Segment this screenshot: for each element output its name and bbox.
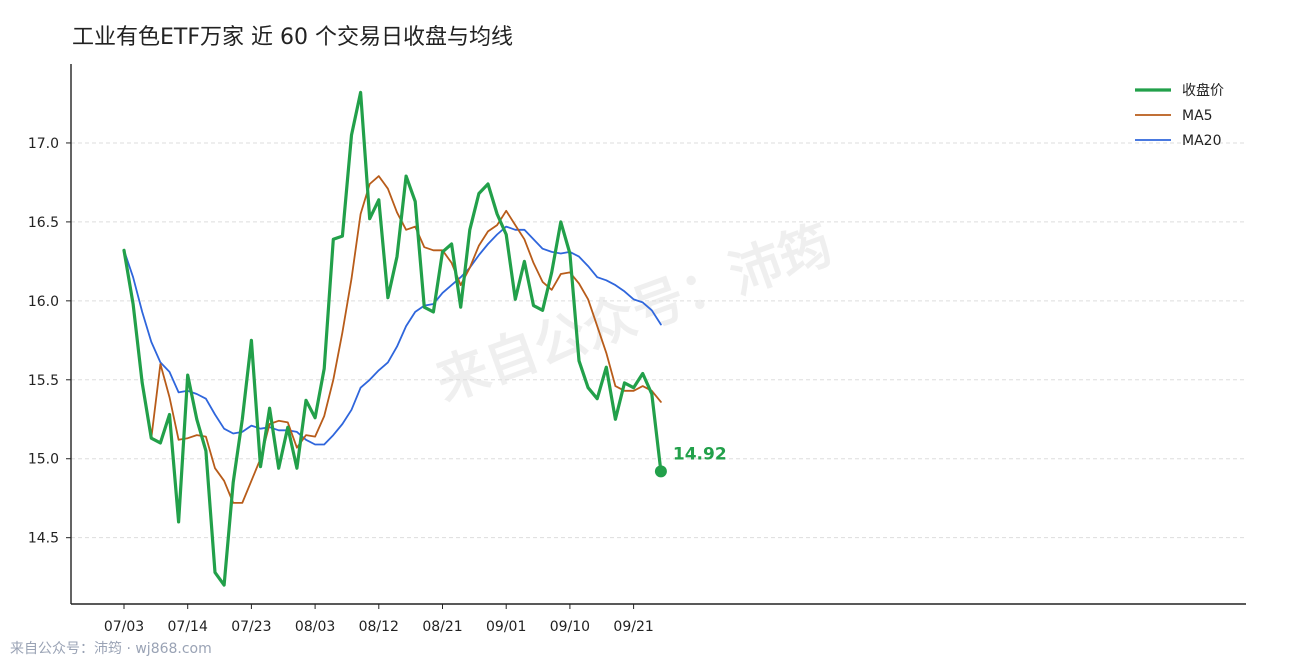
x-tick-label: 09/10: [550, 619, 590, 635]
legend-item-ma20-label: MA20: [1182, 133, 1221, 149]
y-tick-label: 15.5: [28, 373, 59, 389]
last-point: 14.92: [654, 444, 727, 478]
legend-item-close-label: 收盘价: [1182, 82, 1224, 99]
last-point-marker: [654, 465, 667, 478]
y-tick-label: 16.0: [28, 294, 59, 310]
x-tick-label: 07/14: [168, 619, 208, 635]
y-tick-label: 16.5: [28, 215, 59, 231]
y-tick-label: 17.0: [28, 136, 59, 152]
x-tick-label: 07/03: [104, 619, 144, 635]
chart-title: 工业有色ETF万家 近 60 个交易日收盘与均线: [72, 25, 513, 50]
x-tick-label: 08/21: [422, 619, 462, 635]
last-value-label: 14.92: [673, 444, 727, 464]
series-close-line: [122, 90, 663, 587]
series-ma20-line: [123, 225, 662, 446]
x-tick-label: 07/23: [231, 619, 271, 635]
x-tick-label: 08/03: [295, 619, 335, 635]
legend: 收盘价 MA5 MA20: [1135, 82, 1224, 149]
axes: [70, 64, 1246, 605]
footer-text: 来自公众号：沛筠 · wj868.com: [10, 640, 212, 657]
y-tick-label: 15.0: [28, 452, 59, 468]
watermark: 来自公众号：沛筠: [428, 215, 839, 414]
x-ticks: 07/03 07/14 07/23 08/03 08/12 08/21 09/01 09/10…: [104, 604, 654, 635]
grid: [71, 142, 1246, 539]
legend-item-ma5-label: MA5: [1182, 108, 1213, 124]
x-tick-label: 08/12: [359, 619, 399, 635]
x-tick-label: 09/21: [613, 619, 653, 635]
x-tick-label: 09/01: [486, 619, 526, 635]
series-lines: [122, 90, 663, 587]
y-ticks: 14.5 15.0 15.5 16.0 16.5 17.0: [28, 136, 71, 547]
y-tick-label: 14.5: [28, 531, 59, 547]
